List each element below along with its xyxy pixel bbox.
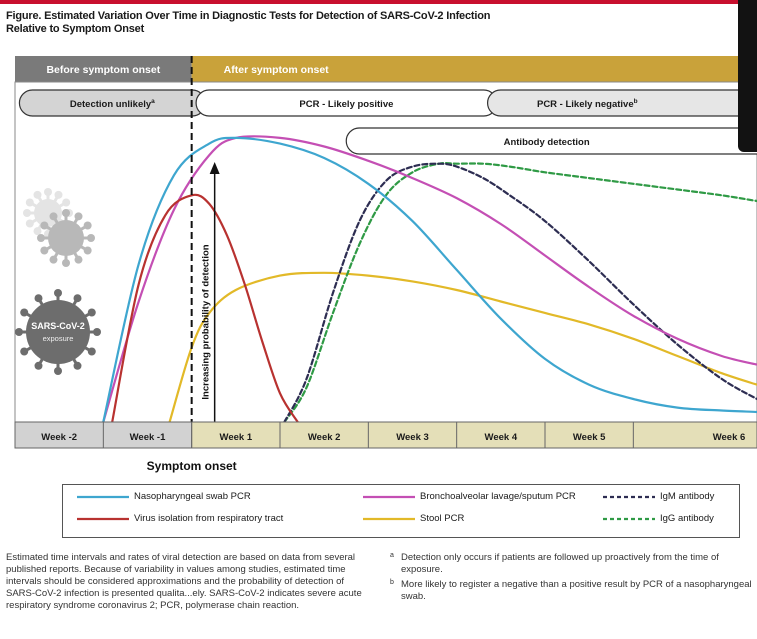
legend-swatch (363, 517, 415, 520)
week-tick-week-6: Week 6 (713, 432, 746, 443)
virus-icon-exposure (15, 289, 101, 375)
legend-swatch (603, 495, 655, 498)
series-line-stool-pcr (168, 271, 757, 424)
legend-item: IgG antibody (603, 513, 714, 524)
phase-band-before-symptom-onset (15, 56, 192, 82)
series-line-bronchoalveolar-lavage-sputum-pcr (102, 135, 757, 424)
virus-illustrations: SARS-CoV-2 exposure (15, 188, 101, 375)
week-tick-week-1: Week 1 (220, 432, 253, 443)
interval-label-detection-unlikely: Detection unlikelya (70, 98, 155, 110)
exposure-label-line-1: SARS-CoV-2 (31, 321, 85, 331)
week-tick-week-1: Week -1 (130, 432, 166, 443)
series-lines (102, 135, 757, 424)
interval-label-pcr-likely-negative: PCR - Likely negativeb (537, 98, 638, 110)
phase-label-after-symptom-onset: After symptom onset (224, 64, 330, 76)
phase-label-before-symptom-onset: Before symptom onset (46, 64, 160, 76)
legend-item: Bronchoalveolar lavage/sputum PCR (363, 491, 576, 502)
interval-pills: Detection unlikelya PCR - Likely positive… (18, 89, 757, 155)
phase-band-after-symptom-onset (191, 56, 757, 82)
series-line-virus-isolation-from-respiratory-tract (111, 193, 299, 424)
series-line-igg-antibody (283, 161, 757, 424)
series-line-nasopharyngeal-swab-pcr (102, 136, 757, 424)
week-tick-week-3: Week 3 (396, 432, 429, 443)
legend-item: Nasopharyngeal swab PCR (77, 491, 251, 502)
notes-footnotes: a Detection only occurs if patients are … (390, 552, 752, 606)
footnote-b-marker: b (390, 579, 394, 586)
week-tick-week-4: Week 4 (485, 432, 518, 443)
interval-label-pcr-likely-positive: PCR - Likely positive (299, 99, 393, 110)
week-tick-week-2: Week -2 (41, 432, 77, 443)
legend-label: Stool PCR (420, 513, 465, 524)
y-axis-label: Increasing probability of detection (201, 244, 212, 399)
footnote-a-marker: a (390, 552, 394, 559)
legend-swatch (77, 517, 129, 520)
legend: Nasopharyngeal swab PCR Bronchoalveolar l… (62, 484, 740, 538)
interval-note-marker: b (634, 98, 638, 105)
footnote-a: a Detection only occurs if patients are … (390, 552, 752, 576)
legend-swatch (603, 517, 655, 520)
legend-swatch (77, 495, 129, 498)
diagnostic-test-chart: Before symptom onset After symptom onset … (14, 56, 757, 473)
symptom-onset-marker: Increasing probability of detection (190, 56, 220, 422)
legend-item: IgM antibody (603, 491, 714, 502)
legend-label: Virus isolation from respiratory tract (134, 513, 284, 524)
footnote-b-text: More likely to register a negative than … (401, 579, 752, 602)
legend-label: IgM antibody (660, 491, 715, 502)
exposure-label-line-2: exposure (43, 334, 74, 343)
x-axis-label-symptom-onset: Symptom onset (147, 459, 237, 473)
week-axis-band-after (191, 421, 757, 449)
interval-label-antibody-detection: Antibody detection (504, 137, 590, 148)
figure-title-line-1: Figure. Estimated Variation Over Time in… (6, 10, 491, 22)
footnote-b: b More likely to register a negative tha… (390, 579, 752, 603)
legend-label: Bronchoalveolar lavage/sputum PCR (420, 491, 576, 502)
legend-swatch (363, 495, 415, 498)
interval-note-marker: a (151, 98, 155, 105)
figure-title-line-2: Relative to Symptom Onset (6, 23, 145, 35)
legend-label: IgG antibody (660, 513, 714, 524)
week-axis: Week -2 Week -1 Week 1 Week 2 Week 3 Week 4 We… (14, 421, 757, 473)
probability-arrow-head (209, 162, 220, 174)
notes-description: Estimated time intervals and rates of vi… (6, 552, 362, 611)
figure-title: Figure. Estimated Variation Over Time in… (6, 10, 736, 36)
legend-item: Virus isolation from respiratory tract (77, 513, 283, 524)
figure-notes: Estimated time intervals and rates of vi… (6, 552, 752, 638)
legend-item: Stool PCR (363, 513, 464, 524)
interval-pill-pcr-likely-negative (486, 89, 757, 117)
legend-label: Nasopharyngeal swab PCR (134, 491, 251, 502)
overlay-corner (738, 0, 757, 152)
virus-icon-medium (37, 209, 95, 267)
footnote-a-text: Detection only occurs if patients are fo… (401, 552, 719, 575)
series-line-igm-antibody (283, 162, 757, 424)
week-tick-week-5: Week 5 (573, 432, 606, 443)
interval-pill-antibody-detection (345, 127, 757, 155)
accent-bar (0, 0, 757, 4)
week-tick-week-2: Week 2 (308, 432, 341, 443)
